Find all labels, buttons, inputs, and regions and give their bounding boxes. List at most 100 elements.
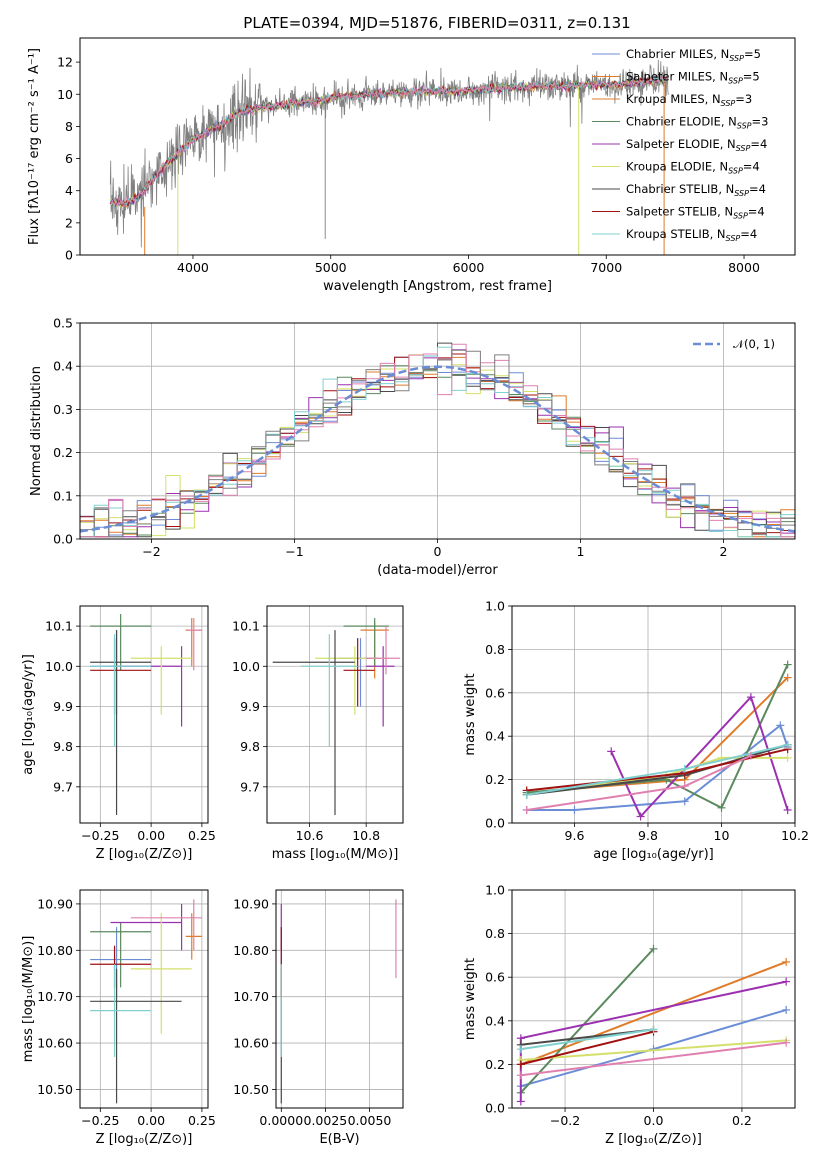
spectrum-model-line (109, 75, 669, 209)
y-tick-label: 10.70 (37, 989, 73, 1004)
x-tick-label: 9.8 (638, 828, 658, 843)
legend-entry: Kroupa ELODIE, NSSP=4 (626, 160, 760, 176)
legend-entry: Chabrier MILES, NSSP=5 (626, 47, 761, 63)
legend-subscript: SSP (728, 77, 743, 86)
x-tick-label: 0.00 (137, 1113, 165, 1128)
y-tick-label: 0.4 (485, 729, 505, 744)
legend-entry: Salpeter STELIB, NSSP=4 (626, 205, 765, 221)
y-tick-label: 10.90 (37, 896, 73, 911)
y-tick-label: 0.4 (485, 1013, 505, 1028)
y-tick-label: 4 (65, 183, 73, 198)
y-tick-label: 10.1 (45, 619, 73, 634)
legend-subscript: SSP (737, 122, 752, 131)
x-tick-label: −0.25 (81, 828, 119, 843)
axes-weight_vs_age: 9.6 9.8 10 10.2 0.0 0.2 0.4 0.6 0.8 1.0 age [log₁₀… (463, 599, 809, 863)
x-tick-label: 0.2 (732, 1113, 752, 1128)
y-tick-label: 0.3 (53, 402, 73, 417)
axes-mass_vs_Z: −0.25 0.00 0.25 10.50 10.60 10.70 10.80 10.90 Z … (21, 889, 216, 1147)
axes-residuals: −2 −1 0 1 2 0.0 0.1 0.2 0.3 0.4 0.5 (data-model)/er… (29, 316, 796, 578)
x-tick-label: 2 (720, 544, 728, 559)
y-tick-label: 9.8 (240, 739, 260, 754)
x-axis-label: Z [log₁₀(Z/Z⊙)] (96, 847, 193, 862)
y-tick-label: 10.0 (45, 659, 73, 674)
y-axis-label: Flux [fλ10⁻¹⁷ erg cm⁻² s⁻¹ A⁻¹] (27, 48, 42, 245)
legend-value: =4 (748, 205, 765, 219)
legend-entry: Salpeter MILES, NSSP=5 (626, 70, 760, 86)
x-tick-label: 0.25 (188, 1113, 216, 1128)
x-tick-label: 1 (577, 544, 585, 559)
plot-area-age_vs_Z (90, 614, 202, 815)
x-tick-label: 6000 (453, 260, 485, 275)
axes-frame (511, 889, 796, 1109)
y-tick-label: 0.0 (485, 816, 505, 831)
x-tick-label: −0.25 (81, 1113, 119, 1128)
x-tick-label: 10 (714, 828, 730, 843)
axes-frame (511, 605, 796, 824)
legend-value: =4 (749, 182, 766, 196)
y-tick-label: 0.1 (53, 488, 73, 503)
x-tick-label: −2 (142, 544, 160, 559)
spectrum-model-line (109, 75, 669, 206)
legend-value: =5 (743, 70, 760, 84)
x-tick-label: 10.2 (781, 828, 809, 843)
x-axis-label: Z [log₁₀(Z/Z⊙)] (605, 1132, 702, 1147)
x-axis-label: (data-model)/error (377, 563, 498, 578)
legend-entry: 𝒩(0, 1) (733, 337, 775, 351)
y-tick-label: 10.0 (232, 659, 260, 674)
legend-subscript: SSP (734, 189, 749, 198)
axes-age_vs_mass: 10.6 10.8 9.7 9.8 9.9 10.0 10.1 mass [log₁₀(M/M… (232, 605, 404, 862)
x-tick-label: 8000 (728, 260, 760, 275)
x-tick-label: 0.25 (188, 828, 216, 843)
y-tick-label: 12 (57, 55, 73, 70)
y-axis-label: age [log₁₀(age/yr)] (21, 654, 36, 775)
histogram-series (80, 343, 795, 538)
legend-subscript: SSP (728, 167, 743, 176)
histogram-series (80, 349, 795, 538)
y-tick-label: 0.0 (485, 1101, 505, 1116)
x-tick-label: 7000 (590, 260, 622, 275)
legend-entry: Chabrier ELODIE, NSSP=3 (626, 115, 768, 131)
y-tick-label: 0.2 (485, 1057, 505, 1072)
residuals-legend: 𝒩(0, 1) (693, 337, 775, 351)
plot-area-age_vs_mass (272, 618, 401, 815)
x-tick-label: 9.6 (565, 828, 585, 843)
x-tick-label: 10.6 (296, 828, 324, 843)
weight-series-line (520, 1030, 654, 1066)
x-axis-label: age [log₁₀(age/yr)] (593, 847, 714, 862)
y-tick-label: 10.70 (233, 989, 269, 1004)
weight-series-line (520, 948, 655, 1094)
y-tick-label: 10.90 (233, 896, 269, 911)
axes-frame (79, 37, 796, 256)
y-tick-label: 10.60 (37, 1036, 73, 1051)
legend-entry: Kroupa STELIB, NSSP=4 (626, 227, 757, 243)
y-tick-label: 0.2 (53, 445, 73, 460)
plot-area-mass_vs_Z (90, 899, 202, 1104)
legend-value: =4 (750, 137, 767, 151)
axes-frame (275, 889, 404, 1109)
legend-value: =3 (735, 92, 752, 106)
y-tick-label: 10.80 (37, 943, 73, 958)
spectrum-legend: Chabrier MILES, NSSP=5 Salpeter MILES, NS… (592, 47, 768, 243)
y-tick-label: 0.5 (53, 316, 73, 331)
x-tick-label: 0.0025 (304, 1113, 348, 1128)
weight-series-line (520, 960, 787, 1066)
spectrum-title: PLATE=0394, MJD=51876, FIBERID=0311, z=0… (243, 14, 630, 32)
legend-entry: Salpeter ELODIE, NSSP=4 (626, 137, 767, 153)
histogram-series (80, 346, 795, 538)
axes-frame (79, 322, 796, 540)
y-axis-label: mass weight (463, 673, 478, 755)
y-tick-label: 9.8 (53, 739, 73, 754)
weight-series-line (520, 1041, 787, 1077)
legend-subscript: SSP (733, 212, 748, 221)
legend-subscript: SSP (726, 234, 741, 243)
y-tick-label: 10.50 (37, 1082, 73, 1097)
x-tick-label: 0 (434, 544, 442, 559)
x-tick-label: 0.0000 (259, 1113, 303, 1128)
y-tick-label: 10 (57, 87, 73, 102)
y-tick-label: 10.60 (233, 1036, 269, 1051)
y-axis-label: mass [log₁₀(M/M⊙)] (21, 936, 36, 1063)
y-tick-label: 1.0 (485, 599, 505, 614)
y-tick-label: 0.8 (485, 642, 505, 657)
plot-area-weight_vs_Z (516, 944, 791, 1106)
